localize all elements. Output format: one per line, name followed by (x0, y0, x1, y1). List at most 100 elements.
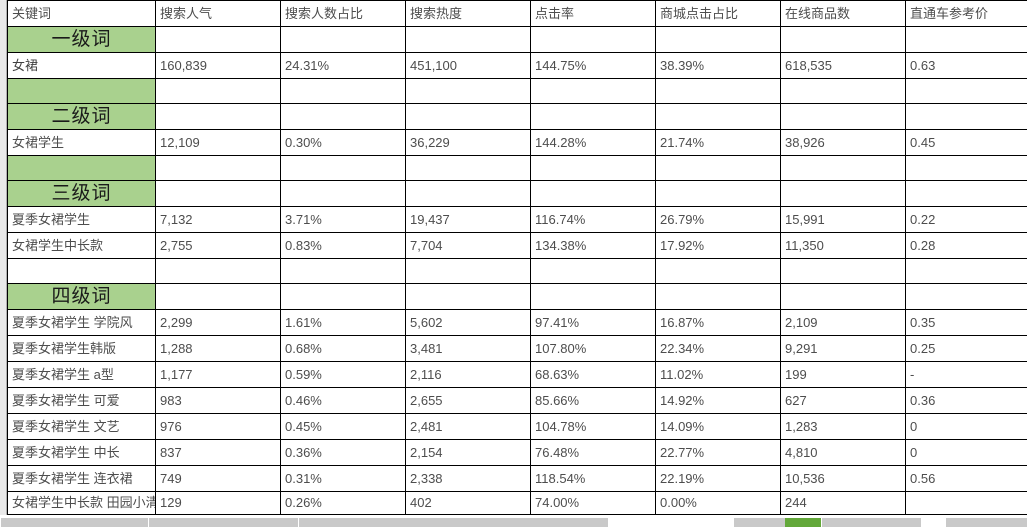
category-label[interactable]: 二级词 (7, 103, 156, 130)
cell-value[interactable]: 10,536 (780, 465, 906, 492)
empty-cell[interactable] (655, 78, 781, 104)
cell-value[interactable]: 116.74% (530, 206, 656, 233)
empty-cell[interactable] (280, 78, 406, 104)
empty-cell[interactable] (155, 78, 281, 104)
column-header-ad-reference-price[interactable]: 直通车参考价 (905, 0, 1027, 27)
cell-value[interactable]: 14.09% (655, 413, 781, 440)
cell-value[interactable]: 107.80% (530, 335, 656, 362)
empty-cell[interactable] (280, 258, 406, 284)
empty-cell[interactable] (405, 26, 531, 53)
cell-value[interactable]: 2,116 (405, 361, 531, 388)
cell-value[interactable]: 19,437 (405, 206, 531, 233)
cell-keyword[interactable]: 夏季女裙学生 文艺 (7, 413, 156, 440)
scroll-seg-6[interactable] (945, 518, 1027, 527)
cell-value[interactable]: 199 (780, 361, 906, 388)
empty-cell[interactable] (905, 103, 1027, 130)
cell-value[interactable]: 24.31% (280, 52, 406, 79)
cell-value[interactable] (905, 491, 1027, 515)
empty-cell[interactable] (905, 78, 1027, 104)
cell-keyword[interactable]: 夏季女裙学生韩版 (7, 335, 156, 362)
empty-cell[interactable] (780, 103, 906, 130)
table-row[interactable]: 夏季女裙学生 中长 837 0.36% 2,154 76.48% 22.77% 4,810 0 (7, 439, 1027, 466)
cell-value[interactable]: 76.48% (530, 439, 656, 466)
table-row[interactable]: 女裙学生 12,109 0.30% 36,229 144.28% 21.74% 38,926… (7, 129, 1027, 156)
cell-value[interactable]: - (905, 361, 1027, 388)
empty-cell[interactable] (780, 26, 906, 53)
empty-cell[interactable] (405, 283, 531, 310)
empty-cell[interactable] (780, 180, 906, 207)
empty-cell[interactable] (655, 180, 781, 207)
cell-value[interactable]: 2,154 (405, 439, 531, 466)
column-header-keyword[interactable]: 关键词 (7, 0, 156, 27)
cell-value[interactable]: 15,991 (780, 206, 906, 233)
cell-value[interactable]: 2,655 (405, 387, 531, 414)
cell-value[interactable]: 3,481 (405, 335, 531, 362)
empty-cell[interactable] (280, 26, 406, 53)
cell-value[interactable]: 22.34% (655, 335, 781, 362)
table-row[interactable]: 夏季女裙学生 a型 1,177 0.59% 2,116 68.63% 11.02% 199- (7, 361, 1027, 388)
cell-value[interactable]: 402 (405, 491, 531, 515)
cell-value[interactable]: 5,602 (405, 309, 531, 336)
cell-value[interactable]: 85.66% (530, 387, 656, 414)
cell-value[interactable]: 1,283 (780, 413, 906, 440)
empty-cell[interactable] (780, 155, 906, 181)
cell-value[interactable]: 983 (155, 387, 281, 414)
cell-value[interactable]: 68.63% (530, 361, 656, 388)
cell-value[interactable]: 7,132 (155, 206, 281, 233)
empty-cell[interactable] (905, 180, 1027, 207)
cell-value[interactable]: 22.77% (655, 439, 781, 466)
cell-value[interactable]: 0.45 (905, 129, 1027, 156)
cell-value[interactable]: 749 (155, 465, 281, 492)
column-header-search-popularity[interactable]: 搜索人气 (155, 0, 281, 27)
cell-value[interactable]: 837 (155, 439, 281, 466)
cell-value[interactable]: 74.00% (530, 491, 656, 515)
empty-cell[interactable] (780, 283, 906, 310)
empty-cell[interactable] (530, 26, 656, 53)
cell-value[interactable]: 2,299 (155, 309, 281, 336)
cell-value[interactable]: 0.36% (280, 439, 406, 466)
cell-value[interactable]: 0.45% (280, 413, 406, 440)
cell-value[interactable]: 9,291 (780, 335, 906, 362)
empty-cell[interactable] (405, 155, 531, 181)
empty-cell[interactable] (155, 103, 281, 130)
cell-value[interactable]: 22.19% (655, 465, 781, 492)
cell-value[interactable]: 38.39% (655, 52, 781, 79)
cell-value[interactable]: 0 (905, 439, 1027, 466)
cell-value[interactable]: 627 (780, 387, 906, 414)
table-row[interactable]: 夏季女裙学生 7,132 3.71% 19,437 116.74% 26.79% 15,99… (7, 206, 1027, 233)
empty-cell[interactable] (530, 258, 656, 284)
spacer-cell[interactable] (7, 78, 156, 104)
scroll-seg-5[interactable] (821, 518, 921, 527)
cell-value[interactable]: 0.30% (280, 129, 406, 156)
empty-cell[interactable] (280, 180, 406, 207)
cell-value[interactable]: 134.38% (530, 232, 656, 259)
empty-cell[interactable] (155, 180, 281, 207)
cell-keyword[interactable]: 夏季女裙学生 连衣裙 (7, 465, 156, 492)
empty-cell[interactable] (905, 26, 1027, 53)
empty-cell[interactable] (280, 103, 406, 130)
empty-cell[interactable] (405, 258, 531, 284)
cell-value[interactable]: 12,109 (155, 129, 281, 156)
cell-value[interactable]: 2,755 (155, 232, 281, 259)
cell-value[interactable]: 17.92% (655, 232, 781, 259)
cell-keyword[interactable]: 夏季女裙学生 中长 (7, 439, 156, 466)
table-row[interactable]: 夏季女裙学生 文艺 976 0.45% 2,481 104.78% 14.09% 1,283… (7, 413, 1027, 440)
empty-cell[interactable] (280, 283, 406, 310)
empty-cell[interactable] (655, 26, 781, 53)
empty-cell[interactable] (530, 103, 656, 130)
cell-value[interactable]: 160,839 (155, 52, 281, 79)
empty-cell[interactable] (7, 258, 156, 284)
cell-value[interactable]: 144.75% (530, 52, 656, 79)
empty-cell[interactable] (655, 103, 781, 130)
cell-value[interactable]: 1,288 (155, 335, 281, 362)
cell-value[interactable]: 104.78% (530, 413, 656, 440)
cell-value[interactable]: 11,350 (780, 232, 906, 259)
cell-value[interactable]: 0.59% (280, 361, 406, 388)
cell-value[interactable]: 2,338 (405, 465, 531, 492)
cell-keyword[interactable]: 夏季女裙学生 (7, 206, 156, 233)
scroll-seg-3[interactable] (298, 518, 608, 527)
cell-keyword[interactable]: 女裙学生中长款 (7, 232, 156, 259)
empty-cell[interactable] (530, 180, 656, 207)
cell-value[interactable]: 0.22 (905, 206, 1027, 233)
scroll-seg-2[interactable] (148, 518, 298, 527)
